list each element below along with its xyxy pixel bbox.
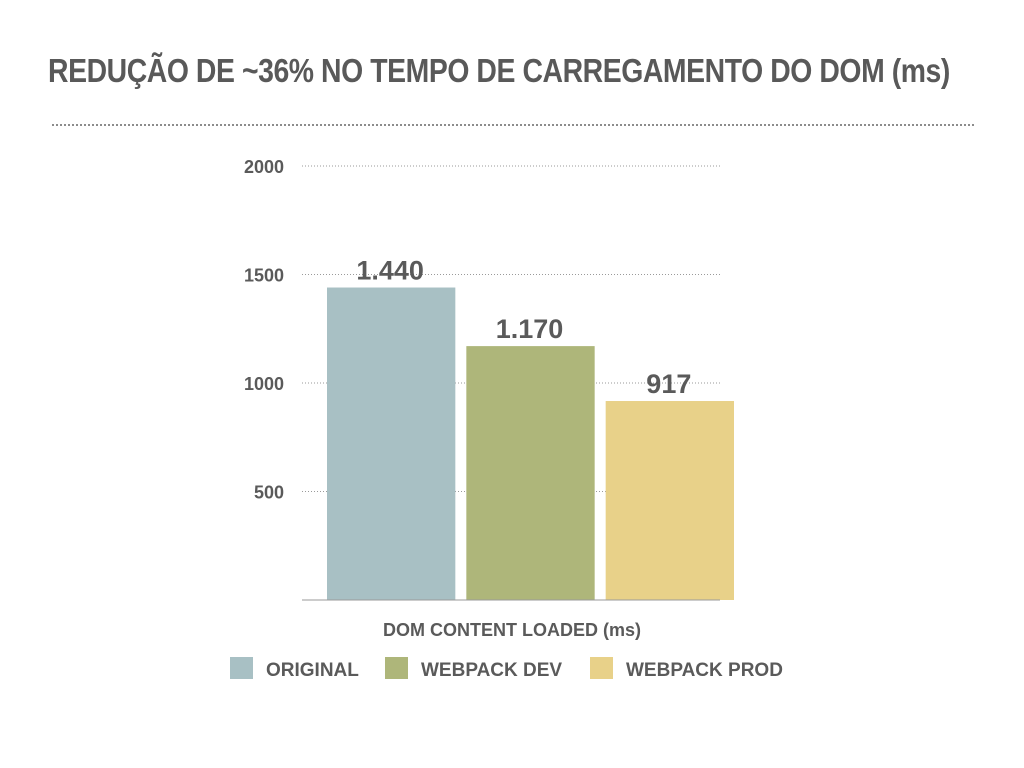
legend: ORIGINAL WEBPACK DEV WEBPACK PROD — [230, 657, 783, 681]
legend-swatch — [385, 657, 408, 679]
data-label: 1.440 — [356, 256, 424, 286]
y-axis-ticks: 500 1000 1500 2000 — [244, 157, 284, 503]
legend-item-original: ORIGINAL — [230, 657, 359, 681]
y-tick-label: 1500 — [244, 266, 284, 286]
legend-swatch — [230, 657, 253, 679]
legend-label: WEBPACK PROD — [626, 660, 783, 681]
data-labels: 1.440 1.170 917 — [356, 256, 691, 399]
title-divider — [52, 124, 974, 126]
y-tick-label: 500 — [254, 483, 284, 503]
legend-swatch — [590, 657, 613, 679]
bar-original — [327, 287, 456, 600]
legend-item-webpack-dev: WEBPACK DEV — [385, 657, 562, 681]
legend-label: ORIGINAL — [266, 660, 359, 681]
legend-item-webpack-prod: WEBPACK PROD — [590, 657, 783, 681]
chart-title: REDUÇÃO DE ~36% NO TEMPO DE CARREGAMENTO… — [48, 52, 950, 89]
bar-webpack-dev — [466, 346, 595, 600]
y-tick-label: 2000 — [244, 157, 284, 177]
legend-label: WEBPACK DEV — [421, 660, 562, 681]
y-tick-label: 1000 — [244, 374, 284, 394]
bars — [327, 287, 734, 600]
data-label: 1.170 — [496, 314, 564, 344]
x-axis-label: DOM CONTENT LOADED (ms) — [383, 620, 641, 640]
bar-webpack-prod — [605, 401, 734, 600]
data-label: 917 — [646, 369, 691, 399]
